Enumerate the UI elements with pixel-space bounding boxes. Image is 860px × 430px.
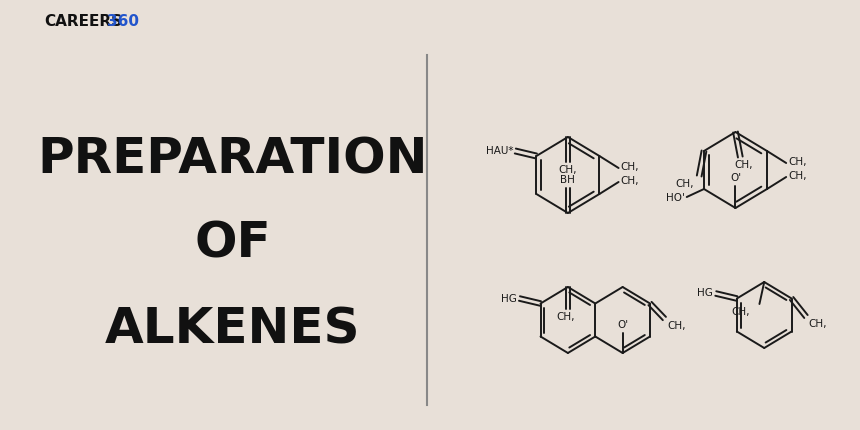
Text: ALKENES: ALKENES — [105, 305, 360, 353]
Text: CAREERS: CAREERS — [44, 14, 122, 29]
Text: 360: 360 — [108, 14, 139, 29]
Text: CH,: CH, — [556, 312, 575, 322]
Text: HG: HG — [697, 289, 713, 298]
Text: CH,: CH, — [734, 160, 752, 170]
Text: CH,: CH, — [788, 157, 807, 167]
Text: CH,: CH, — [620, 176, 639, 186]
Text: HAU*: HAU* — [486, 146, 513, 156]
Text: CH,: CH, — [559, 165, 577, 175]
Text: CH,: CH, — [676, 179, 694, 189]
Text: HO': HO' — [666, 193, 685, 203]
Text: CH,: CH, — [620, 162, 639, 172]
Text: O': O' — [730, 173, 741, 183]
Text: CH,: CH, — [788, 171, 807, 181]
Text: HG: HG — [501, 294, 517, 304]
Text: OF: OF — [194, 220, 271, 268]
Text: O': O' — [617, 320, 628, 330]
Text: CH,: CH, — [809, 319, 827, 329]
Text: CH,: CH, — [731, 307, 750, 317]
Text: BH: BH — [561, 175, 575, 185]
Text: CH,: CH, — [667, 322, 685, 332]
Text: PREPARATION: PREPARATION — [38, 135, 428, 183]
